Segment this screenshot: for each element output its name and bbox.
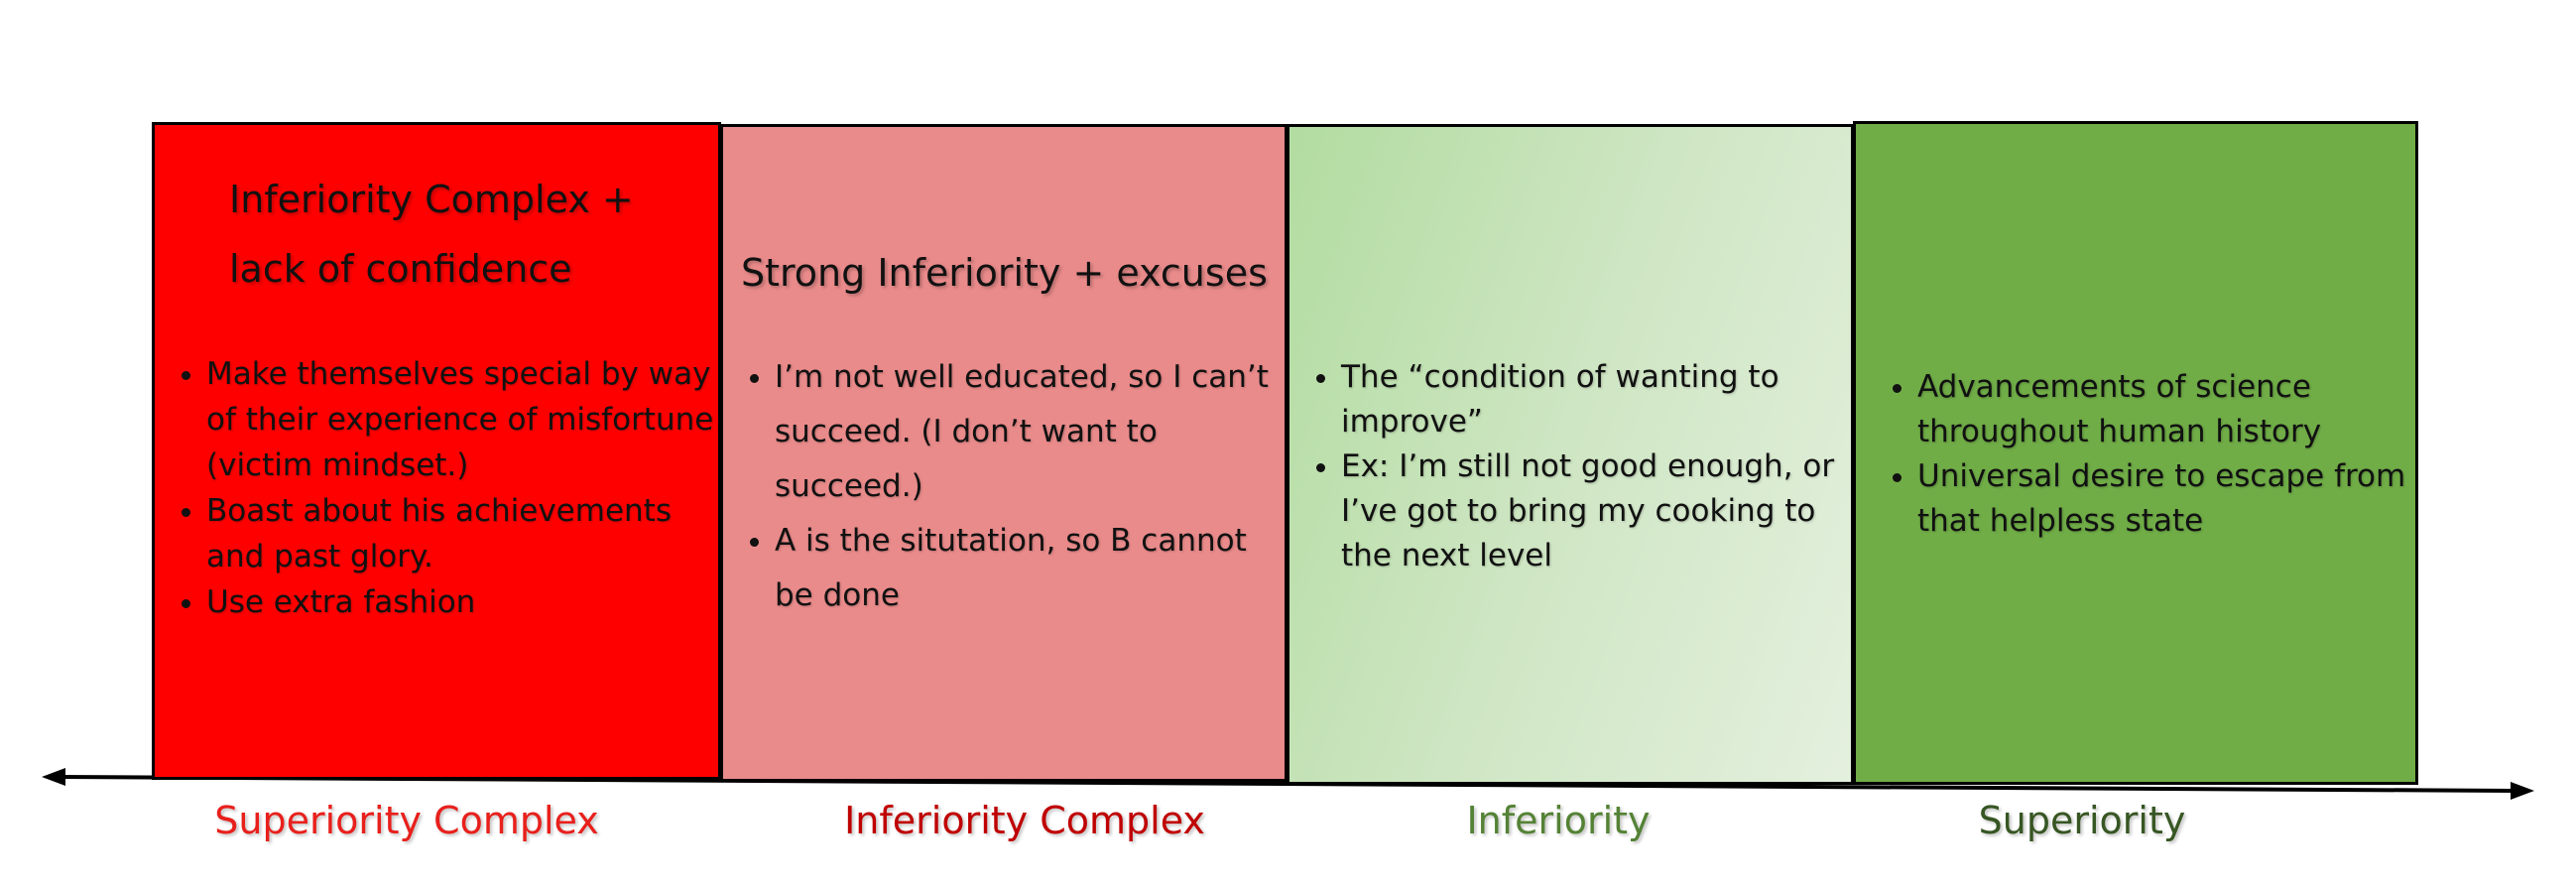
bullet: I’m not well educated, so I can’t succee… <box>775 350 1290 514</box>
bullet-list: The “condition of wanting to improve”Ex:… <box>1289 355 1857 578</box>
bullet: Boast about his achievements and past gl… <box>206 488 722 579</box>
bullet: The “condition of wanting to improve” <box>1341 355 1857 444</box>
axis-label: Inferiority <box>1466 799 1651 842</box>
axis-label: Inferiority Complex <box>844 799 1205 842</box>
bullet-list: Advancements of science throughout human… <box>1866 365 2433 544</box>
bullet-list: Make themselves special by way of their … <box>155 351 722 625</box>
arrow-head-right <box>2511 782 2534 800</box>
bullet-list: I’m not well educated, so I can’t succee… <box>723 350 1290 623</box>
bullet: Universal desire to escape from that hel… <box>1917 454 2433 544</box>
box-1: Inferiority Complex + lack of confidence… <box>152 122 721 780</box>
bullet: A is the situtation, so B cannot be done <box>775 514 1290 623</box>
bullet: Ex: I’m still not good enough, or I’ve g… <box>1341 444 1857 578</box>
axis-label: Superiority <box>1978 799 2186 842</box>
bullet: Use extra fashion <box>206 579 722 625</box>
box-2: Strong Inferiority + excuses I’m not wel… <box>720 124 1288 782</box>
heading: Inferiority Complex + lack of confidence <box>229 178 634 291</box>
bullet: Make themselves special by way of their … <box>206 351 722 488</box>
arrow-head-left <box>42 768 65 786</box>
axis-label: Superiority Complex <box>214 799 599 842</box>
bullet: Advancements of science throughout human… <box>1917 365 2433 454</box>
box-3: The “condition of wanting to improve”Ex:… <box>1287 124 1854 785</box>
heading: Strong Inferiority + excuses <box>741 251 1268 295</box>
box-4: Advancements of science throughout human… <box>1853 121 2418 785</box>
